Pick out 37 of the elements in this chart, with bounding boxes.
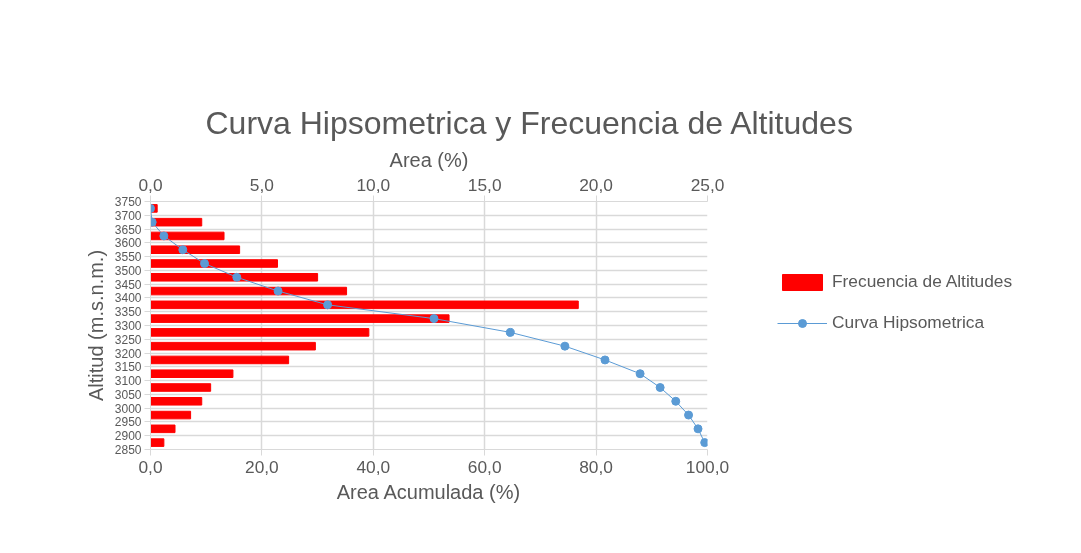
y-tick-label: 3200 bbox=[114, 346, 142, 361]
y-tick-label: 3450 bbox=[114, 277, 142, 292]
x-tick-label: 100,0 bbox=[685, 456, 730, 477]
x-axis-title: Area Acumulada (%) bbox=[336, 480, 521, 503]
x2-axis-title: Area (%) bbox=[389, 148, 469, 171]
x-tick-label: 20,0 bbox=[245, 456, 279, 477]
y-tick-label: 3250 bbox=[114, 332, 142, 347]
y-tick-label: 3600 bbox=[114, 236, 142, 251]
y-tick-label: 2950 bbox=[114, 415, 142, 430]
legend-label: Frecuencia de Altitudes bbox=[832, 271, 1013, 292]
y-tick-label: 2850 bbox=[114, 443, 142, 457]
y-tick-label: 3050 bbox=[114, 387, 142, 402]
chart-title: Curva Hipsometrica y Frecuencia de Altitudes bbox=[205, 104, 853, 141]
y-tick-label: 3750 bbox=[114, 195, 142, 209]
y-tick-label: 3500 bbox=[114, 263, 142, 278]
y-tick-label: 3700 bbox=[114, 208, 142, 223]
y-tick-label: 2900 bbox=[114, 429, 142, 444]
x2-tick-label: 20,0 bbox=[579, 174, 613, 195]
x2-tick-label: 10,0 bbox=[356, 174, 391, 195]
y-tick-label: 3100 bbox=[114, 374, 142, 389]
y-axis-title: Altitud (m.s.n.m.) bbox=[84, 249, 107, 402]
y-tick-label: 3300 bbox=[114, 319, 142, 333]
y-tick-label: 3400 bbox=[114, 291, 142, 306]
y-tick-label: 3650 bbox=[114, 222, 142, 237]
x2-tick-label: 25,0 bbox=[690, 174, 725, 195]
x2-tick-label: 15,0 bbox=[467, 174, 502, 195]
y-tick-label: 3550 bbox=[114, 250, 142, 265]
x2-tick-label: 0,0 bbox=[138, 174, 163, 195]
x-tick-label: 80,0 bbox=[579, 456, 613, 477]
legend-label: Curva Hipsometrica bbox=[832, 312, 985, 333]
y-tick-label: 3150 bbox=[114, 360, 142, 375]
y-tick-label: 3350 bbox=[114, 305, 142, 320]
x-tick-label: 0,0 bbox=[138, 456, 163, 477]
x2-tick-label: 5,0 bbox=[249, 174, 274, 195]
x-tick-label: 40,0 bbox=[356, 456, 391, 477]
x-tick-label: 60,0 bbox=[467, 456, 502, 477]
y-tick-label: 3000 bbox=[114, 401, 142, 416]
